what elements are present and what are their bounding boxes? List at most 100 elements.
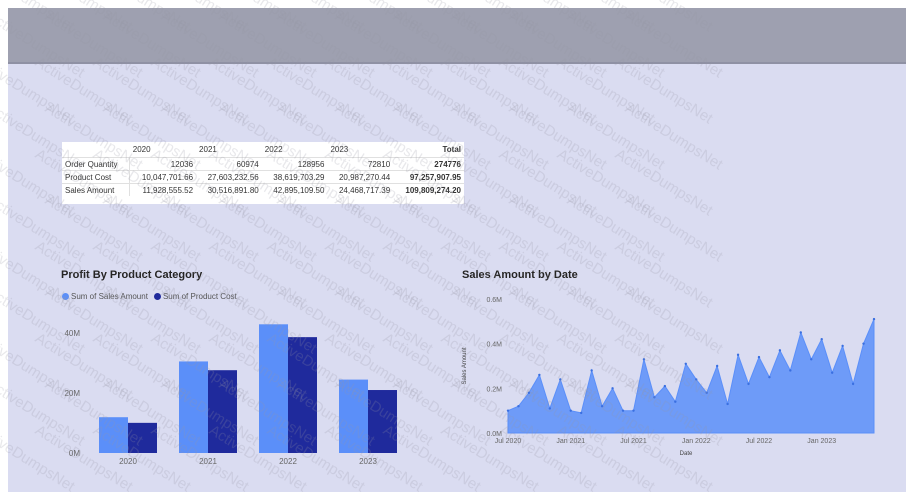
x-axis-label: Date (680, 451, 693, 457)
y-tick-label: 0.6M (486, 297, 502, 304)
legend-label: Sum of Sales Amount (71, 292, 148, 301)
y-tick-label: 0M (69, 449, 80, 458)
matrix-total-cell: 274776 (393, 157, 464, 171)
legend-item-sales-amount[interactable]: Sum of Sales Amount (62, 292, 148, 301)
matrix-cell: 10,047,701.66 (129, 170, 197, 184)
matrix-row-label: Sales Amount (62, 183, 131, 196)
data-point-2023-05 (862, 342, 865, 345)
bar-sum-of-product-cost-2023[interactable] (368, 390, 397, 453)
matrix-cell: 30,516,891.80 (196, 183, 262, 196)
data-point-2021-02 (580, 411, 583, 415)
matrix-row-sales-amount[interactable]: Sales Amount 11,928,555.52 30,516,891.80… (62, 183, 464, 196)
profit-bar-chart[interactable]: 0M 20M 40M 2020 2021 2022 2023 (48, 308, 418, 468)
bar-sum-of-sales-amount-2022[interactable] (259, 324, 288, 453)
y-tick-label: 20M (64, 389, 80, 398)
data-point-2021-06 (621, 409, 625, 412)
data-point-2022-02 (705, 391, 708, 394)
profit-chart-legend: Sum of Sales Amount Sum of Product Cost (62, 292, 237, 301)
data-point-2021-08 (642, 358, 646, 361)
matrix-cell: 12036 (129, 157, 197, 171)
bar-sum-of-product-cost-2021[interactable] (208, 370, 237, 453)
x-tick-label: Jan 2022 (682, 438, 711, 445)
x-tick-label: 2021 (199, 457, 217, 466)
matrix-header-2022[interactable]: 2022 (264, 145, 283, 154)
x-tick-label: 2022 (279, 457, 297, 466)
bar-sum-of-sales-amount-2020[interactable] (99, 417, 128, 453)
sales-area (507, 318, 875, 434)
data-point-2021-12 (684, 362, 687, 365)
data-point-2022-03 (715, 364, 719, 368)
x-tick-label: Jul 2021 (620, 438, 647, 445)
data-point-2022-10 (789, 369, 792, 372)
bar-sum-of-sales-amount-2023[interactable] (339, 379, 368, 453)
matrix-cell: 11,928,555.52 (129, 183, 197, 196)
data-point-2022-01 (695, 378, 698, 381)
matrix-header-2023[interactable]: 2023 (330, 145, 349, 154)
header-bar (8, 8, 906, 64)
y-tick-label: 0.2M (486, 386, 502, 393)
matrix-cell: 72810 (327, 157, 394, 171)
data-point-2023-02 (830, 371, 834, 374)
matrix-total-cell: 109,809,274.20 (393, 183, 464, 196)
sales-area-chart[interactable]: 0.0M 0.2M 0.4M 0.6M Sales Amount Jul 2020 Jan … (456, 283, 876, 458)
data-point-2022-08 (768, 375, 771, 379)
matrix-cell: 38,619,703.29 (261, 170, 328, 184)
data-point-2021-04 (600, 405, 604, 408)
matrix-cell: 42,895,109.50 (261, 183, 328, 196)
data-point-2023-03 (841, 344, 844, 348)
x-tick-label: 2023 (359, 457, 377, 466)
matrix-cell: 27,603,232.56 (196, 170, 262, 184)
legend-marker (62, 293, 69, 300)
data-point-2022-12 (810, 358, 813, 361)
matrix-cell: 20,987,270.44 (327, 170, 394, 184)
x-tick-label: Jul 2020 (495, 438, 522, 445)
profit-chart-title: Profit By Product Category (61, 269, 203, 281)
x-tick-label: Jan 2021 (556, 438, 585, 445)
matrix-header-total[interactable]: Total (442, 145, 461, 154)
matrix-cell: 60974 (196, 157, 262, 171)
data-point-2023-04 (851, 382, 855, 386)
matrix-row-order-quantity[interactable]: Order Quantity 12036 60974 128956 72810 … (62, 157, 464, 171)
data-point-2020-12 (559, 378, 562, 381)
data-point-2021-09 (653, 396, 656, 399)
matrix-row-label: Order Quantity (62, 157, 131, 171)
data-point-2020-11 (548, 407, 552, 410)
bar-sum-of-product-cost-2020[interactable] (128, 422, 157, 453)
legend-marker (153, 293, 161, 300)
matrix-header-2020[interactable]: 2020 (132, 145, 151, 154)
matrix-cell: 128956 (261, 157, 328, 171)
x-tick-label: Jul 2022 (746, 438, 773, 445)
matrix-row-product-cost[interactable]: Product Cost 10,047,701.66 27,603,232.56… (62, 170, 464, 184)
y-axis-label: Sales Amount (462, 347, 468, 384)
bar-sum-of-sales-amount-2021[interactable] (179, 361, 208, 453)
y-tick-label: 40M (64, 329, 80, 338)
data-point-2021-07 (632, 409, 635, 412)
data-point-2022-04 (726, 402, 729, 406)
data-point-2020-09 (527, 391, 531, 394)
legend-item-product-cost[interactable]: Sum of Product Cost (153, 292, 237, 301)
data-point-2021-11 (674, 400, 677, 403)
data-point-2020-08 (517, 405, 520, 408)
bar-sum-of-product-cost-2022[interactable] (288, 337, 317, 453)
y-tick-label: 0.4M (486, 342, 502, 349)
matrix-row-label: Product Cost (62, 170, 131, 184)
data-point-2021-01 (569, 409, 572, 412)
data-point-2022-07 (757, 355, 761, 359)
data-point-2022-05 (736, 353, 740, 357)
data-point-2023-01 (820, 338, 823, 341)
data-point-2022-09 (778, 349, 782, 352)
x-tick-label: 2020 (119, 457, 137, 466)
data-point-2020-07 (506, 409, 510, 412)
matrix-total-cell: 97,257,907.95 (393, 170, 464, 184)
y-tick-label: 0.0M (486, 431, 502, 438)
matrix-header-2021[interactable]: 2021 (199, 145, 217, 154)
legend-label: Sum of Product Cost (162, 292, 237, 301)
matrix-cell: 24,468,717.39 (327, 183, 394, 196)
data-point-2023-06 (872, 317, 876, 321)
data-point-2022-06 (747, 382, 750, 386)
matrix-table[interactable]: 2020 2021 2022 2023 Total Order Quantity… (62, 142, 464, 204)
data-point-2020-10 (538, 373, 541, 377)
data-point-2021-10 (663, 384, 667, 388)
report-page: 2020 2021 2022 2023 Total Order Quantity… (8, 8, 906, 492)
sales-chart-title: Sales Amount by Date (462, 269, 578, 281)
